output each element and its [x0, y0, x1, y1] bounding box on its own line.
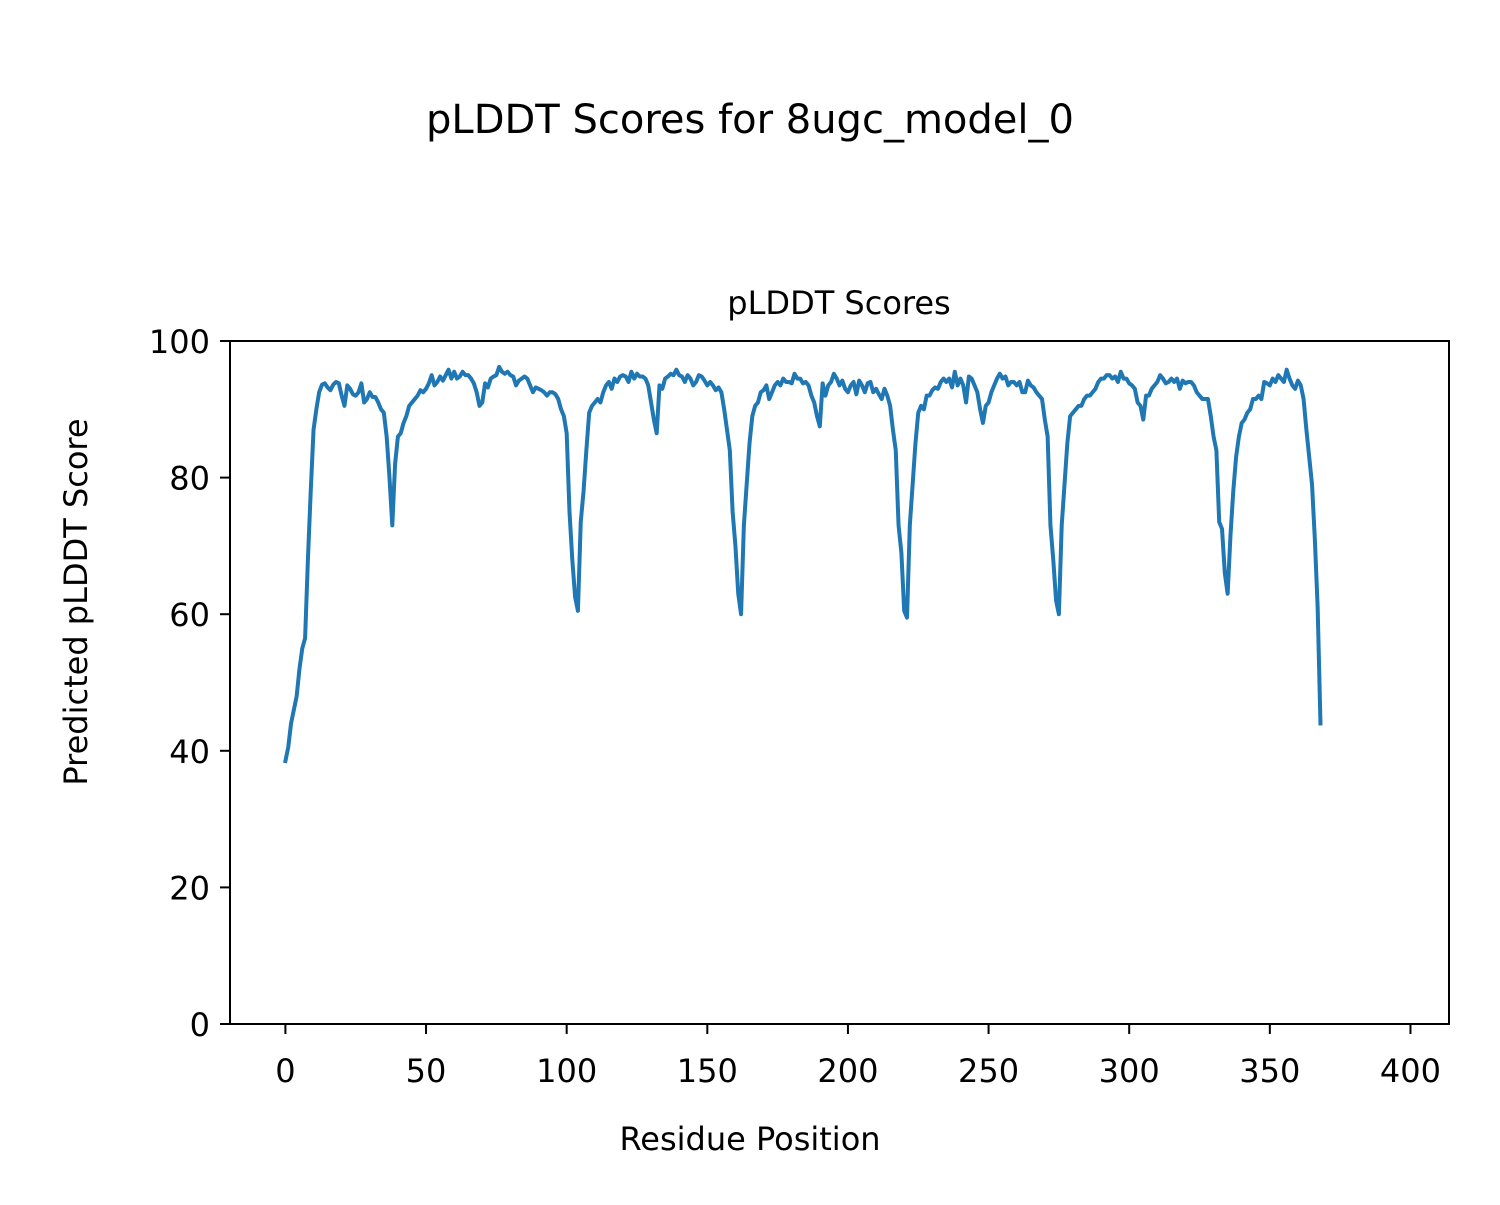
- x-tick-label: 300: [1099, 1052, 1160, 1090]
- x-tick-label: 50: [406, 1052, 447, 1090]
- x-tick-label: 100: [536, 1052, 597, 1090]
- y-tick-label: 0: [190, 1006, 210, 1044]
- x-tick-label: 200: [817, 1052, 878, 1090]
- chart-title: pLDDT Scores: [727, 284, 950, 322]
- figure-suptitle: pLDDT Scores for 8ugc_model_0: [426, 97, 1074, 143]
- x-tick-label: 150: [677, 1052, 738, 1090]
- x-axis-label: Residue Position: [619, 1120, 880, 1158]
- y-axis-label: Predicted pLDDT Score: [57, 418, 95, 785]
- y-tick-label: 60: [169, 596, 210, 634]
- y-tick-label: 20: [169, 869, 210, 907]
- plot-area: 0 50 100 150 200 250 300 350 400 0 20 40 60 80 100: [149, 323, 1450, 1090]
- axes-frame: [229, 340, 1450, 1025]
- x-tick-label: 250: [958, 1052, 1019, 1090]
- x-tick-label: 400: [1380, 1052, 1441, 1090]
- y-tick-label: 80: [169, 460, 210, 498]
- y-tick-label: 100: [149, 323, 210, 361]
- x-tick-label: 0: [275, 1052, 295, 1090]
- x-tick-label: 350: [1239, 1052, 1300, 1090]
- plddt-series-line: [283, 364, 1323, 764]
- y-tick-label: 40: [169, 733, 210, 771]
